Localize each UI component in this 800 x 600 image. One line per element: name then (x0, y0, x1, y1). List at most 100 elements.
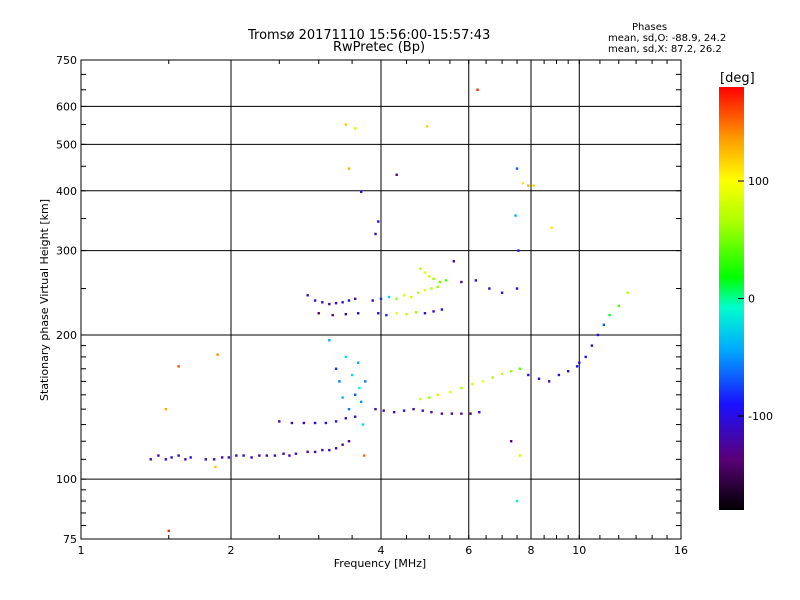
data-point (491, 376, 494, 379)
data-point (347, 167, 351, 170)
colorbar-tick-label: 0 (748, 293, 755, 306)
y-axis-label: Stationary phase Virtual Height [km] (38, 199, 51, 401)
data-point (258, 454, 261, 457)
data-point (460, 280, 463, 284)
data-point (488, 287, 491, 290)
data-point (377, 312, 380, 315)
data-point (288, 454, 291, 457)
data-point (334, 367, 338, 370)
data-point (356, 312, 360, 315)
data-point (509, 370, 513, 373)
data-point (448, 390, 452, 394)
data-point (395, 173, 398, 176)
data-point (334, 447, 338, 450)
data-point (321, 301, 324, 304)
data-point (527, 373, 530, 377)
y-tick-label: 500 (56, 138, 77, 151)
data-point (419, 397, 422, 401)
colorbar-ticks: 100 0 -100 (738, 175, 773, 423)
data-point (361, 423, 365, 426)
data-point (436, 285, 439, 289)
data-point (353, 127, 357, 130)
data-point (344, 123, 348, 126)
data-point (306, 294, 309, 297)
data-point (344, 417, 348, 420)
data-point (177, 454, 180, 457)
data-point (282, 452, 285, 455)
data-point (350, 373, 354, 377)
data-point (157, 454, 160, 457)
data-point (324, 421, 328, 425)
colorbar-tick-label: -100 (748, 410, 773, 423)
data-point (450, 412, 454, 415)
data-point (425, 125, 429, 128)
x-tick-labels: 1 2 4 6 8 10 16 (78, 544, 689, 557)
data-point (306, 450, 309, 454)
data-point (313, 299, 317, 302)
data-point (419, 267, 422, 270)
data-point (374, 232, 377, 236)
data-point (423, 312, 427, 315)
data-point (471, 382, 474, 386)
data-point (518, 454, 522, 457)
x-tick-label: 10 (572, 544, 586, 557)
axis-ticks (81, 60, 681, 539)
data-point (575, 365, 579, 368)
data-point (590, 344, 594, 347)
data-point (474, 279, 478, 282)
data-point (626, 291, 629, 294)
data-point (518, 367, 522, 370)
data-point (170, 456, 173, 459)
data-point (440, 412, 444, 415)
data-point (584, 355, 587, 359)
data-point (377, 220, 380, 223)
x-tick-label: 4 (378, 544, 385, 557)
phases-heading: Phases (632, 22, 668, 33)
data-point (189, 456, 192, 459)
colorbar-label: [deg] (720, 71, 755, 86)
data-point (313, 450, 317, 454)
data-point (509, 440, 513, 443)
x-axis-label: Frequency [MHz] (334, 557, 426, 570)
data-point (432, 277, 435, 280)
data-point (402, 294, 406, 297)
data-point (608, 313, 611, 317)
data-point (423, 271, 427, 274)
chart-title: Tromsø 20171110 15:56:00-15:57:43 (248, 28, 491, 43)
y-tick-label: 75 (63, 533, 77, 546)
data-point (242, 454, 245, 457)
data-point (500, 291, 504, 294)
data-point (164, 407, 168, 411)
data-point (347, 299, 351, 302)
y-tick-label: 750 (56, 54, 77, 67)
data-point (167, 529, 170, 533)
data-point (344, 312, 348, 316)
data-point (358, 386, 361, 390)
data-point (214, 465, 217, 469)
data-point (432, 310, 435, 313)
data-point (353, 415, 357, 418)
data-point (423, 289, 427, 292)
chart-subtitle: RwPretec (Bp) (333, 40, 426, 55)
data-point (460, 412, 463, 415)
data-point (421, 409, 424, 412)
x-tick-label: 8 (528, 544, 535, 557)
data-point (341, 396, 344, 399)
data-point (382, 409, 385, 412)
data-point (478, 410, 481, 414)
data-point (517, 249, 520, 252)
data-point (328, 339, 331, 342)
data-point (353, 393, 357, 397)
data-point (566, 370, 570, 373)
y-tick-label: 200 (56, 329, 77, 342)
data-point (328, 448, 331, 452)
data-point (428, 396, 431, 399)
data-point (392, 410, 396, 414)
data-point (410, 295, 413, 299)
data-points (149, 88, 629, 533)
data-point (177, 365, 180, 368)
data-point (402, 409, 406, 412)
data-point (460, 386, 463, 390)
data-point (334, 301, 338, 305)
